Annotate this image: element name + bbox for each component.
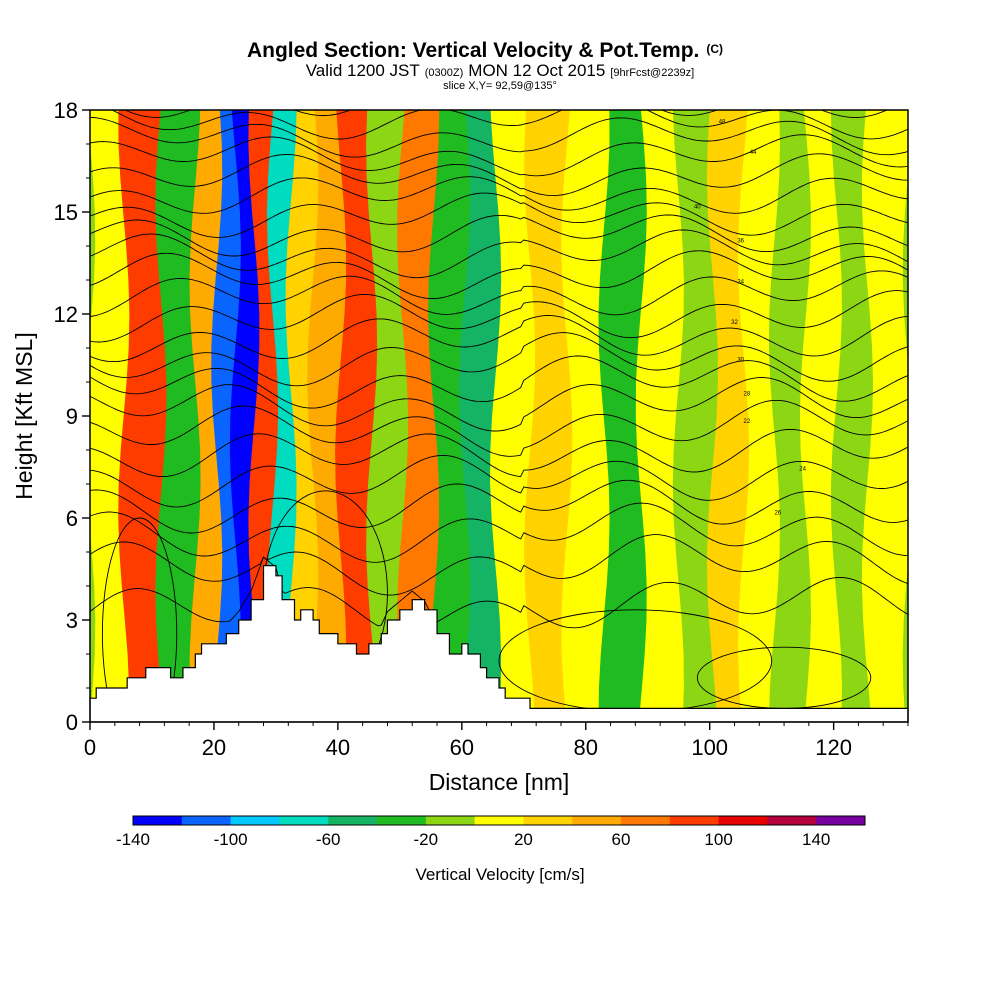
colorbar-tick-label: -60 <box>316 830 341 849</box>
y-tick-label: 9 <box>66 404 78 429</box>
theta-contour <box>90 214 908 257</box>
colorbar-swatch <box>230 816 280 825</box>
terrain-mask <box>89 564 909 723</box>
theta-contour <box>90 176 908 214</box>
colorbar-swatch <box>669 816 719 825</box>
contour-label: 40 <box>694 205 701 211</box>
contour-label: 24 <box>799 466 806 472</box>
contour-label: 48 <box>719 120 726 126</box>
contour-label: 34 <box>737 279 744 285</box>
theta-contour <box>90 428 908 477</box>
theta-contour <box>90 250 908 299</box>
colorbar-swatch <box>718 816 768 825</box>
theta-contour <box>90 229 908 279</box>
x-tick-label: 100 <box>691 735 728 760</box>
y-tick-label: 15 <box>54 200 78 225</box>
colorbar-tick-label: 20 <box>514 830 533 849</box>
colorbar-tick-label: 60 <box>612 830 631 849</box>
colorbar-label: Vertical Velocity [cm/s] <box>415 865 584 884</box>
contour-label: 32 <box>731 320 738 326</box>
colorbar-tick-label: -140 <box>116 830 150 849</box>
y-tick-label: 3 <box>66 608 78 633</box>
colorbar-swatch <box>816 816 866 825</box>
colorbar: -140 -100 -60 -20 20 60 100 140 <box>116 815 866 849</box>
colorbar-tick-label: -100 <box>214 830 248 849</box>
colorbar-tick-label: 100 <box>704 830 732 849</box>
colorbar-swatch <box>279 816 329 825</box>
theta-contour <box>90 192 908 238</box>
colorbar-swatch <box>621 816 671 825</box>
theta-contour <box>90 116 908 158</box>
colorbar-swatch <box>474 816 524 825</box>
colorbar-tick-label: -20 <box>414 830 439 849</box>
plot-area: 22 24 26 28 30 32 34 36 40 44 48 <box>89 109 909 723</box>
theta-contour <box>90 134 908 177</box>
theta-contour <box>90 355 908 409</box>
x-tick-label: 60 <box>450 735 474 760</box>
y-axis-label: Height [Kft MSL] <box>11 332 37 499</box>
theta-contour <box>90 332 908 387</box>
colorbar-swatch <box>425 816 475 825</box>
y-tick-label: 6 <box>66 506 78 531</box>
x-axis-label: Distance [nm] <box>429 769 570 795</box>
colorbar-swatch <box>328 816 378 825</box>
chart-title: Angled Section: Vertical Velocity & Pot.… <box>247 39 723 62</box>
colorbar-swatch <box>181 816 231 825</box>
chart-subtitle-slice: slice X,Y= 92,59@135° <box>443 80 557 92</box>
contour-label: 26 <box>775 511 782 517</box>
x-tick-label: 80 <box>574 735 598 760</box>
colorbar-swatch <box>572 816 622 825</box>
theta-contour <box>90 153 908 197</box>
x-tick-label: 120 <box>815 735 852 760</box>
y-tick-label: 18 <box>54 98 78 123</box>
theta-contour <box>90 377 908 432</box>
colorbar-swatch <box>523 816 573 825</box>
contour-labels: 22 24 26 28 30 32 34 36 40 44 48 <box>694 120 807 517</box>
theta-contour <box>90 556 908 629</box>
velocity-field <box>90 110 908 722</box>
x-tick-label: 40 <box>326 735 350 760</box>
colorbar-swatch <box>377 816 427 825</box>
colorbar-swatch <box>133 816 183 825</box>
theta-contour <box>90 479 908 534</box>
theta-contour-closed <box>101 517 178 722</box>
y-tick-label: 0 <box>66 710 78 735</box>
colorbar-swatch <box>767 816 817 825</box>
colorbar-frame <box>132 815 866 826</box>
contour-label: 30 <box>737 358 744 364</box>
theta-contour <box>90 290 908 343</box>
theta-contour <box>90 315 908 363</box>
chart-subtitle-valid: Valid 1200 JST (0300Z) MON 12 Oct 2015 [9hr… <box>306 61 695 80</box>
contour-label: 22 <box>744 419 751 425</box>
theta-contour <box>90 534 908 596</box>
colorbar-tick-label: 140 <box>802 830 830 849</box>
contour-label: 44 <box>750 150 757 156</box>
theta-contour <box>90 454 908 508</box>
theta-contour <box>90 399 908 457</box>
y-tick-label: 12 <box>54 302 78 327</box>
x-tick-label: 0 <box>84 735 96 760</box>
contour-label: 36 <box>737 239 744 245</box>
theta-contour <box>90 502 908 563</box>
x-tick-label: 20 <box>202 735 226 760</box>
theta-contour <box>90 270 908 317</box>
contour-label: 28 <box>744 392 751 398</box>
